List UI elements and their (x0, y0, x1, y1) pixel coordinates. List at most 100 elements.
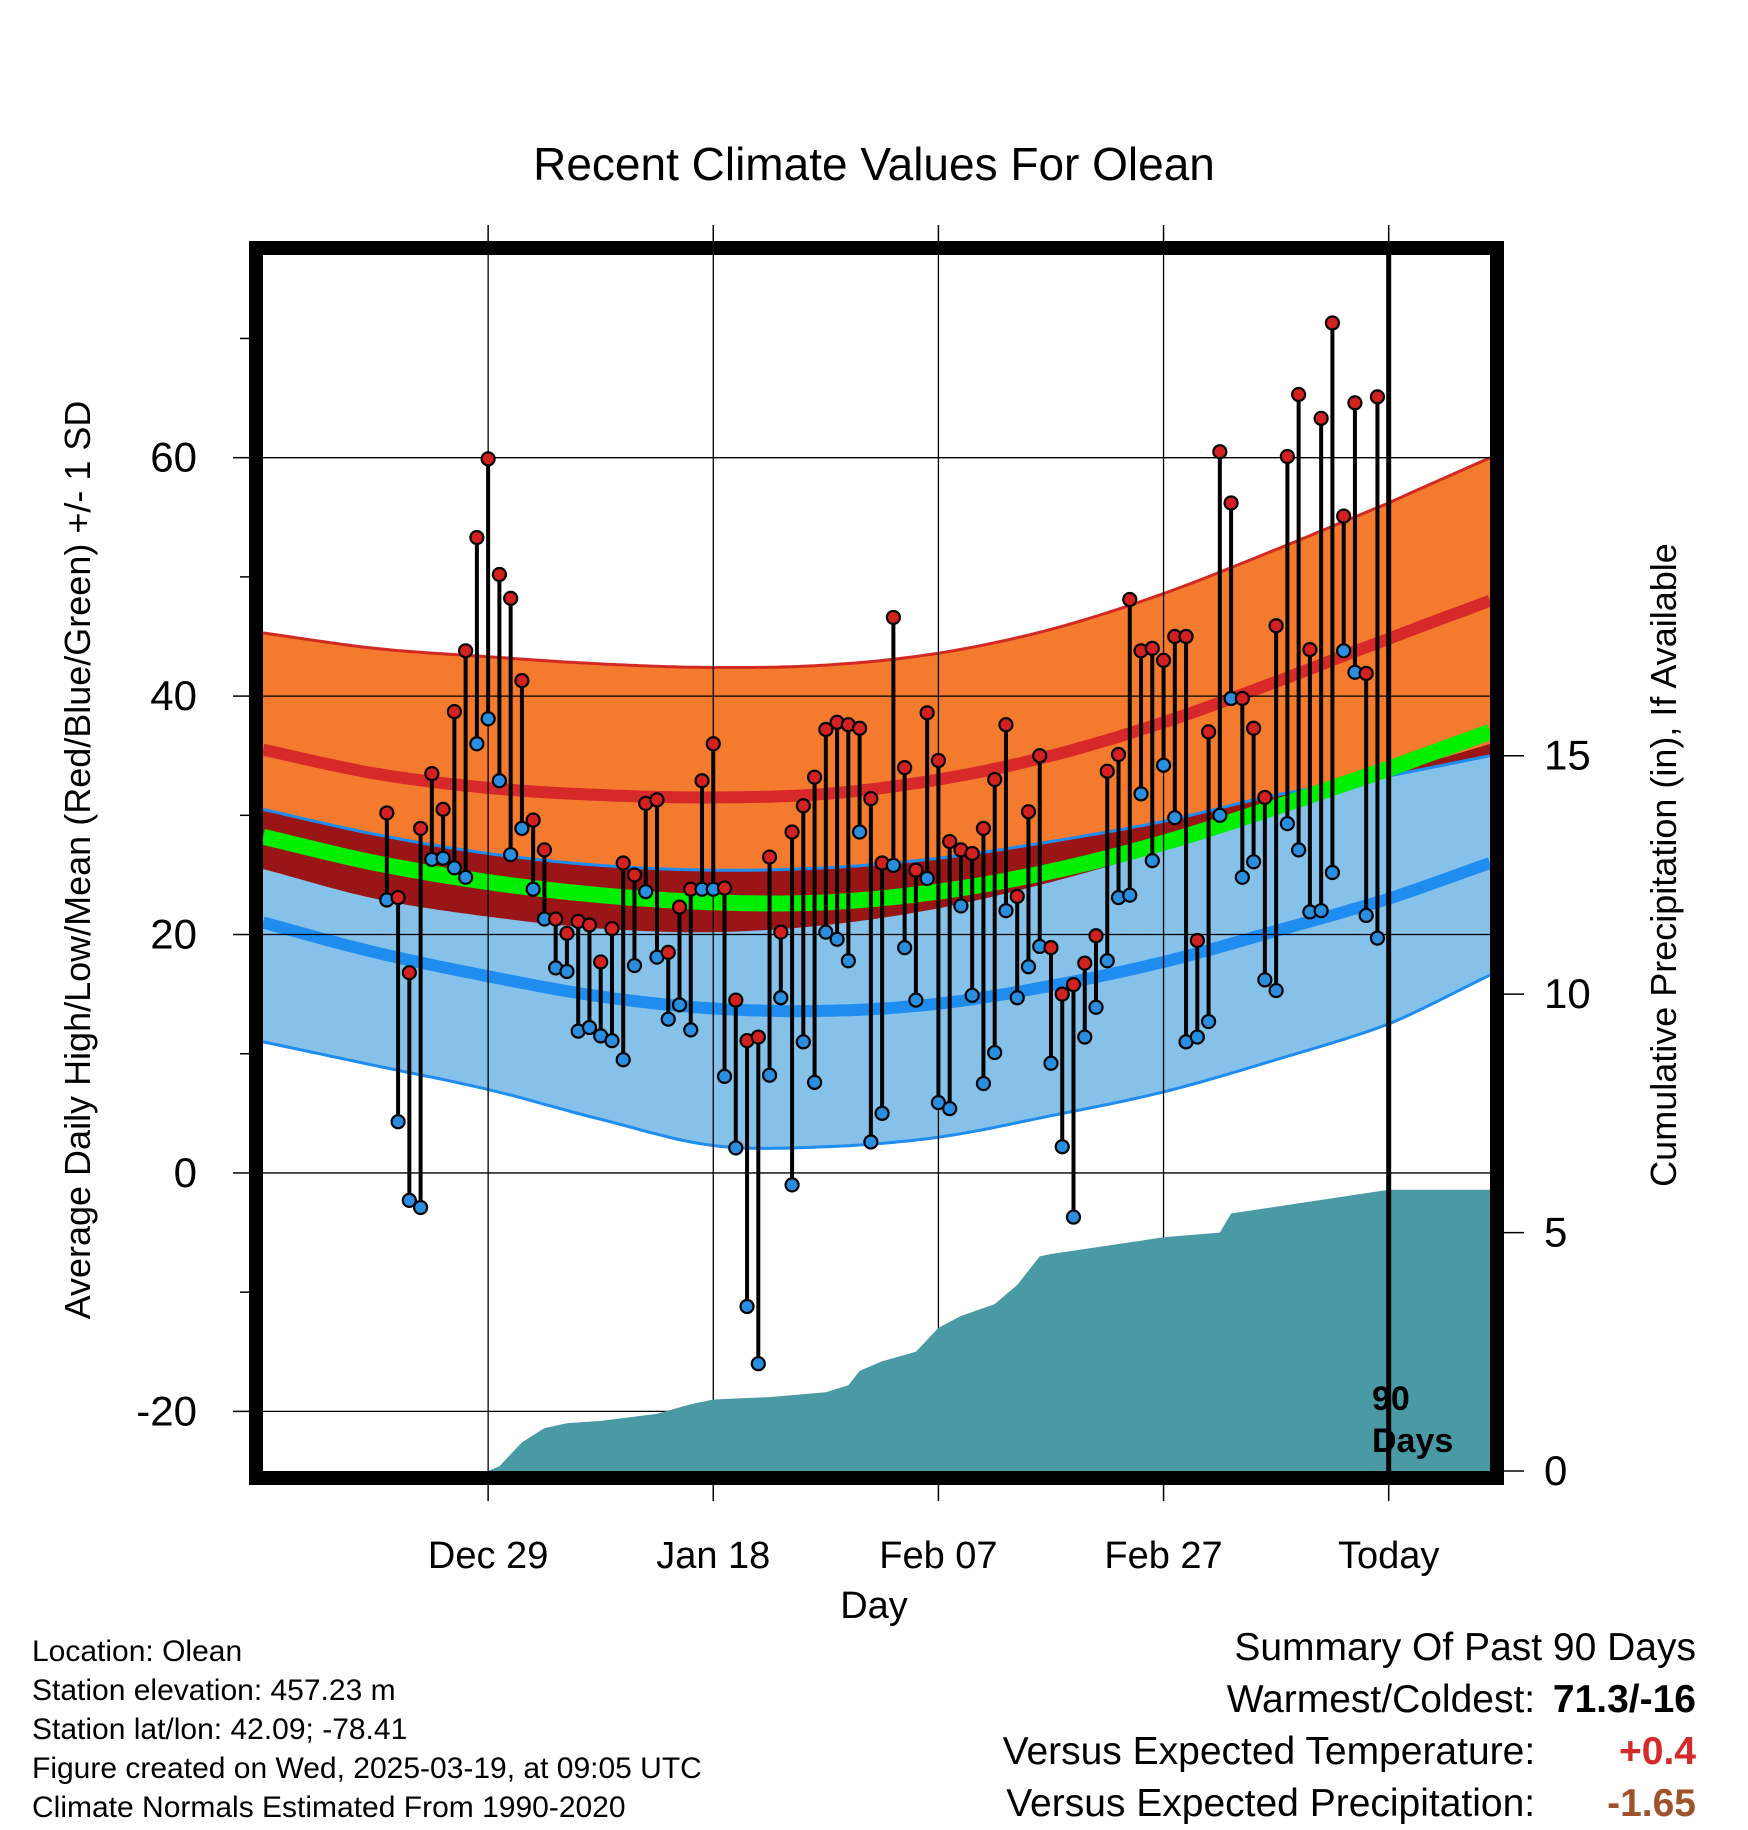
precip-cumulative-area (375, 1189, 1490, 1471)
high-point (930, 752, 947, 769)
low-point (806, 1074, 823, 1090)
low-point (1246, 854, 1262, 870)
high-point (1178, 628, 1194, 645)
low-point (1212, 807, 1228, 823)
low-point (525, 881, 541, 897)
low-point (739, 1298, 755, 1315)
summary-heading: Summary Of Past 90 Days (1234, 1626, 1696, 1669)
low-point (435, 850, 451, 866)
high-point (1077, 955, 1093, 971)
low-point (1268, 982, 1284, 999)
high-point (694, 773, 710, 789)
high-point (795, 798, 811, 814)
high-point (728, 992, 744, 1008)
high-point (1200, 724, 1217, 740)
low-point (1200, 1013, 1217, 1030)
high-point (784, 824, 800, 840)
low-point (604, 1033, 620, 1049)
low-point (761, 1067, 778, 1083)
high-point (536, 842, 553, 858)
temp-value: +0.4 (1619, 1730, 1696, 1773)
high-point (390, 889, 406, 906)
high-point (1336, 508, 1352, 524)
high-point (1358, 665, 1374, 682)
summary-temp: Versus Expected Temperature: +0.4 (1003, 1726, 1696, 1778)
high-point (998, 717, 1014, 733)
high-point (1020, 804, 1037, 820)
low-point (1279, 816, 1295, 832)
x-axis-title: Day (840, 1585, 908, 1627)
x-tick-label: Jan 18 (656, 1535, 770, 1577)
precip-label: Versus Expected Precipitation: (1006, 1782, 1536, 1825)
plot-frame (249, 241, 1504, 1485)
high-point (761, 849, 778, 865)
low-point (581, 1019, 598, 1036)
high-point (525, 812, 541, 828)
high-point (942, 833, 958, 850)
station-info: Location: Olean Station elevation: 457.2… (32, 1632, 702, 1827)
high-point (1268, 618, 1284, 634)
y2-axis: 0 5 10 15 (1504, 732, 1591, 1494)
high-point (852, 720, 868, 736)
x-tick-label: Feb 27 (1104, 1535, 1222, 1577)
summary-precip: Versus Expected Precipitation: -1.65 (1003, 1778, 1696, 1830)
y2-tick-label: 5 (1544, 1209, 1567, 1256)
high-point (446, 703, 462, 720)
high-point (1347, 395, 1363, 411)
precipitation-area (375, 1189, 1490, 1471)
high-point (514, 672, 530, 689)
high-point (1257, 789, 1273, 806)
summary-panel: Summary Of Past 90 Days Warmest/Coldest:… (1003, 1622, 1696, 1830)
precip-value: -1.65 (1607, 1782, 1696, 1825)
low-point (1257, 972, 1273, 988)
high-point (649, 792, 665, 808)
low-point (829, 931, 845, 947)
low-point (514, 820, 530, 837)
low-point (1054, 1139, 1070, 1155)
low-point (1167, 810, 1183, 826)
high-point (1302, 642, 1318, 658)
high-point (401, 965, 417, 981)
high-point (773, 924, 789, 940)
high-point (705, 736, 721, 752)
high-point (1234, 690, 1250, 707)
high-point (750, 1029, 766, 1045)
high-point (480, 451, 496, 467)
chart-title: Recent Climate Values For Olean (533, 138, 1215, 190)
y-axis: -20 0 20 40 60 (136, 337, 249, 1434)
high-point (379, 805, 395, 821)
info-elevation: Station elevation: 457.23 m (32, 1674, 396, 1707)
low-point (795, 1034, 811, 1050)
high-point (503, 590, 519, 606)
window-label-line2: Days (1372, 1422, 1453, 1460)
low-point (840, 953, 856, 969)
y-tick-label: 40 (150, 672, 197, 719)
low-point (390, 1114, 406, 1130)
low-point (480, 711, 496, 727)
low-point (1144, 853, 1160, 869)
high-point (885, 609, 901, 626)
low-point (964, 987, 980, 1003)
high-point (412, 820, 429, 837)
high-point (818, 721, 834, 738)
low-point (1324, 864, 1341, 881)
low-point (401, 1192, 417, 1208)
low-point (1336, 643, 1352, 659)
high-point (1369, 389, 1386, 405)
y-axis-title: Average Daily High/Low/Mean (Red/Blue/Gr… (57, 401, 98, 1320)
info-normals: Climate Normals Estimated From 1990-2020 (32, 1791, 626, 1824)
low-point (852, 824, 868, 840)
summary-warm-cold: Warmest/Coldest: 71.3/-16 (1003, 1674, 1696, 1726)
low-point (412, 1199, 429, 1216)
high-point (424, 765, 440, 782)
high-point (1122, 591, 1138, 608)
high-point (908, 862, 924, 878)
low-point (1099, 953, 1115, 969)
high-point (581, 917, 598, 933)
high-point (1054, 986, 1070, 1002)
low-point (975, 1075, 992, 1092)
low-point (818, 924, 834, 940)
x-tick-label: Feb 07 (879, 1535, 997, 1577)
low-point (1369, 930, 1386, 946)
high-point (1212, 444, 1228, 460)
